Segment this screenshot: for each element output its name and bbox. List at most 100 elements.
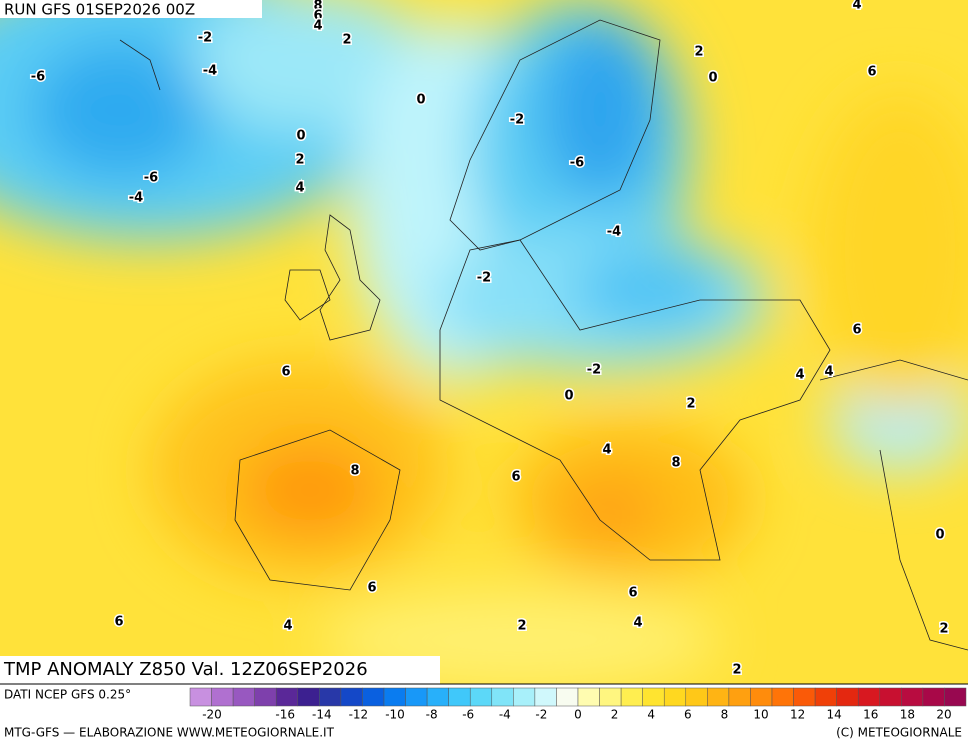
colorbar-tick-label: 8 (721, 708, 729, 722)
colorbar-tick-label: 18 (900, 708, 915, 722)
contour-label: -2 (587, 363, 601, 378)
contour-label: 6 (313, 9, 322, 24)
run-label: RUN GFS 01SEP2026 00Z (4, 1, 195, 19)
contour-label: 6 (867, 65, 876, 80)
colorbar-swatch (793, 687, 816, 707)
colorbar-swatch (189, 687, 212, 707)
colorbar-swatch (836, 687, 859, 707)
colorbar-swatch (426, 687, 449, 707)
colorbar-swatch (771, 687, 794, 707)
colorbar-tick-label: -14 (312, 708, 332, 722)
colorbar-swatch (319, 687, 342, 707)
colorbar-swatch (469, 687, 493, 707)
colorbar-swatch (340, 687, 363, 707)
colorbar-tick-label: 4 (647, 708, 655, 722)
header-box (0, 0, 262, 18)
contour-label: 4 (602, 443, 611, 458)
contour-label: 6 (367, 581, 376, 596)
colorbar-tick-label: -20 (202, 708, 222, 722)
map-title: TMP ANOMALY Z850 Val. 12Z06SEP2026 (3, 659, 368, 680)
colorbar-tick-label: 12 (790, 708, 805, 722)
colorbar-swatch (448, 687, 471, 707)
contour-label: -2 (198, 31, 212, 46)
contour-label: -4 (607, 225, 621, 240)
contour-label: 0 (935, 528, 944, 543)
contour-label: 6 (114, 615, 123, 630)
colorbar-swatch (556, 687, 579, 707)
coastlines (119, 19, 968, 651)
contour-label: 2 (342, 33, 351, 48)
contour-label: 8 (671, 456, 680, 471)
contour-label: 2 (686, 397, 695, 412)
credit-label: MTG-GFS — ELABORAZIONE WWW.METEOGIORNALE… (4, 726, 335, 740)
colorbar-swatch (879, 687, 902, 707)
colorbar-swatch (383, 687, 406, 707)
contour-label: -6 (144, 171, 158, 186)
colorbar-tick-label: 10 (753, 708, 768, 722)
contour-label: 8 (313, 0, 322, 14)
contour-label: -6 (31, 70, 45, 85)
colorbar-tick-label: -16 (275, 708, 295, 722)
colorbar-swatch (642, 687, 665, 707)
contour-label: 2 (694, 45, 703, 60)
contour-label: 6 (511, 470, 520, 485)
colorbar-swatch (728, 687, 751, 707)
colorbar-tick-label: -2 (535, 708, 547, 722)
contour-label: 6 (281, 365, 290, 380)
contour-label: 6 (852, 323, 861, 338)
colorbar-tick-label: 0 (574, 708, 582, 722)
colorbar-tick-label: -6 (462, 708, 474, 722)
contour-label: 2 (517, 619, 526, 634)
contour-label: 6 (628, 586, 637, 601)
contour-label: 2 (939, 622, 948, 637)
colorbar-swatch (491, 687, 514, 707)
contour-label: -6 (570, 156, 584, 171)
contour-label: 0 (416, 93, 425, 108)
colorbar-swatch (814, 687, 837, 707)
colorbar-swatch (513, 687, 536, 707)
contour-label: 4 (824, 365, 833, 380)
contour-label: -2 (477, 271, 491, 286)
contour-label: -4 (203, 64, 217, 79)
colorbar-swatch (663, 687, 687, 707)
colorbar-swatch (275, 687, 299, 707)
colorbar-swatch (857, 687, 881, 707)
colorbar-tick-label: -4 (499, 708, 511, 722)
colorbar-swatch (297, 687, 320, 707)
contour-label: 4 (313, 19, 322, 34)
colorbar-tick-label: 2 (611, 708, 619, 722)
colorbar-swatch (944, 687, 967, 707)
colorbar-swatch (685, 687, 708, 707)
colorbar-swatch (577, 687, 600, 707)
contour-label: 4 (795, 368, 804, 383)
colorbar-swatch (232, 687, 255, 707)
colorbar-swatch (901, 687, 924, 707)
contour-label: 4 (283, 619, 292, 634)
colorbar-tick-label: -12 (349, 708, 369, 722)
copyright-label: (C) METEOGIORNALE (836, 726, 962, 740)
colorbar-tick-label: 14 (827, 708, 842, 722)
map-field (0, 0, 968, 684)
contour-label: 0 (296, 129, 305, 144)
colorbar: -20 -16 -14 -12 -10 -8 -6 -4 -2 0 2 4 6 8 10 12 14 16 18 20 (189, 687, 967, 722)
colorbar-tick-label: 16 (863, 708, 878, 722)
colorbar-swatch (599, 687, 622, 707)
contour-label: 2 (295, 153, 304, 168)
colorbar-swatch (707, 687, 730, 707)
colorbar-swatch (620, 687, 643, 707)
colorbar-swatch (211, 687, 234, 707)
title-box (0, 656, 440, 684)
source-label: DATI NCEP GFS 0.25° (4, 688, 131, 702)
contour-label: 4 (295, 181, 304, 196)
colorbar-swatch (405, 687, 428, 707)
colorbar-tick-label: 6 (684, 708, 692, 722)
colorbar-tick-label: 20 (936, 708, 951, 722)
colorbar-swatch (922, 687, 945, 707)
colorbar-tick-label: -8 (426, 708, 438, 722)
colorbar-swatch (750, 687, 773, 707)
colorbar-tick-label: -10 (385, 708, 405, 722)
contour-label: 4 (852, 0, 861, 13)
contour-label: 0 (564, 389, 573, 404)
